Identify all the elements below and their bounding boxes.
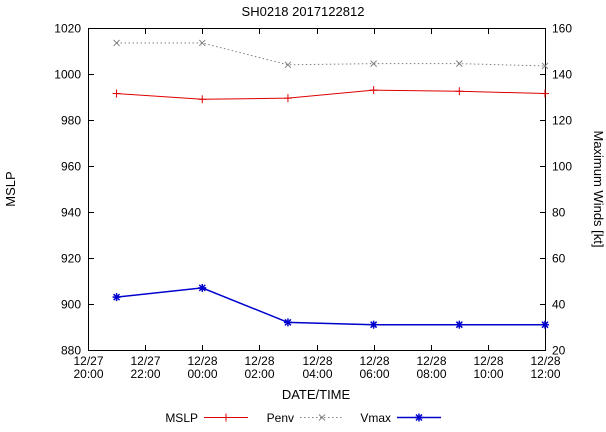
svg-text:160: 160 xyxy=(552,22,572,36)
svg-text:08:00: 08:00 xyxy=(416,367,446,381)
svg-text:920: 920 xyxy=(61,252,81,266)
legend-label-mslp: MSLP xyxy=(165,411,198,425)
legend: MSLP Penv Vmax xyxy=(165,411,391,425)
svg-text:40: 40 xyxy=(552,298,566,312)
svg-text:880: 880 xyxy=(61,344,81,358)
svg-text:900: 900 xyxy=(61,298,81,312)
svg-text:12:00: 12:00 xyxy=(530,367,560,381)
svg-text:04:00: 04:00 xyxy=(302,367,332,381)
left-axis-label: MSLP xyxy=(3,171,18,206)
svg-text:12/28: 12/28 xyxy=(187,354,217,368)
svg-text:140: 140 xyxy=(552,68,572,82)
legend-label-vmax: Vmax xyxy=(360,411,391,425)
svg-text:02:00: 02:00 xyxy=(244,367,274,381)
svg-text:12/28: 12/28 xyxy=(530,354,560,368)
svg-text:12/28: 12/28 xyxy=(473,354,503,368)
svg-text:12/27: 12/27 xyxy=(73,354,103,368)
svg-text:10:00: 10:00 xyxy=(473,367,503,381)
x-axis-label: DATE/TIME xyxy=(282,387,351,402)
right-axis-label: Maximum Winds [kt] xyxy=(591,130,606,247)
svg-text:1020: 1020 xyxy=(54,22,81,36)
chart-title: SH0218 2017122812 xyxy=(242,4,365,19)
plot-area: 12/2720:0012/2722:0012/2800:0012/2802:00… xyxy=(54,22,572,422)
svg-text:12/28: 12/28 xyxy=(244,354,274,368)
svg-text:12/28: 12/28 xyxy=(359,354,389,368)
svg-text:1000: 1000 xyxy=(54,68,81,82)
svg-text:22:00: 22:00 xyxy=(130,367,160,381)
svg-text:06:00: 06:00 xyxy=(359,367,389,381)
svg-text:20:00: 20:00 xyxy=(73,367,103,381)
svg-text:12/28: 12/28 xyxy=(302,354,332,368)
svg-text:80: 80 xyxy=(552,206,566,220)
svg-text:940: 940 xyxy=(61,206,81,220)
legend-label-penv: Penv xyxy=(267,411,294,425)
svg-text:00:00: 00:00 xyxy=(187,367,217,381)
svg-text:960: 960 xyxy=(61,160,81,174)
svg-text:12/27: 12/27 xyxy=(130,354,160,368)
svg-text:20: 20 xyxy=(552,344,566,358)
svg-text:120: 120 xyxy=(552,114,572,128)
svg-text:980: 980 xyxy=(61,114,81,128)
svg-text:100: 100 xyxy=(552,160,572,174)
svg-text:60: 60 xyxy=(552,252,566,266)
svg-text:12/28: 12/28 xyxy=(416,354,446,368)
